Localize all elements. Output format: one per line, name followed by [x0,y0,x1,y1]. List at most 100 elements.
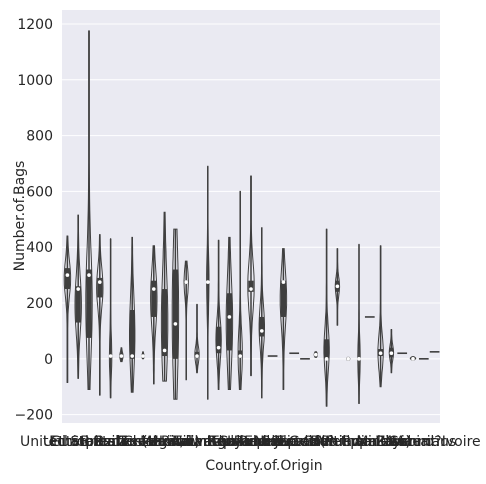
y-tick-label: 400 [26,240,53,256]
violin [171,228,180,400]
violin [237,190,243,390]
violin [247,175,255,377]
violin-median [206,280,210,284]
x-tick-label: Panama [234,434,290,450]
violin-median [152,287,156,291]
violin-box [97,277,103,298]
violin-box [226,293,232,351]
violin [63,235,72,383]
violin-median [411,357,415,361]
violin-median [98,280,102,284]
x-tick-label: Tanzania, United Republic Of [117,434,320,450]
x-tick-label: Guatemala [50,434,127,450]
violin-median [76,287,80,291]
violin-box [151,280,157,317]
violin [258,227,265,399]
x-tick-label: Ecuador [276,434,333,450]
violin [74,214,82,379]
y-tick-label: 1000 [17,73,53,89]
violin [409,356,417,361]
x-tick-label: Mauritius [391,434,456,450]
x-tick-label: Peru [95,434,126,450]
x-tick-label: Japan [274,434,314,450]
violin-median [184,280,188,284]
x-tick-label: Ethiopia [50,434,107,450]
violin-median [238,354,242,358]
violin-box [75,286,81,323]
x-tick-label: Vietnam [319,434,377,450]
violin [85,30,93,390]
violin-median [249,287,253,291]
violin-box [162,289,168,357]
x-tick-labels: United StatesEthiopiaGuatemalaBrazilPeru… [20,434,481,450]
violin-box [172,269,178,359]
violin-median [216,345,221,350]
x-tick-label: Philippines [321,434,396,450]
x-tick-label: Zambia [376,434,429,450]
x-tick-label: Brazil [80,434,119,450]
violin-box [259,316,265,337]
violin [206,165,210,400]
violin-median [173,322,178,326]
x-tick-label: Mexico [140,434,189,450]
violin-median [141,354,145,358]
violin [119,347,124,363]
y-tick-label: 600 [26,184,53,200]
x-tick-label: Taiwan [172,434,221,450]
x-tick-label: Honduras [153,434,220,450]
violin-box [238,350,243,358]
violin [225,236,234,390]
violin-median [260,329,264,333]
violin [160,211,169,382]
x-tick-label: Laos [375,434,407,450]
violin-median [389,351,394,356]
x-tick-label: El Salvador [244,434,323,450]
x-tick-label: Nicaragua [172,434,243,450]
x-tick-label: Rwanda [342,434,398,450]
violin-box [216,326,222,354]
violin-median [314,352,318,357]
violin-median [130,354,134,358]
violin [346,356,351,361]
x-tick-label: China [123,434,163,450]
y-tick-label: 1200 [17,17,53,33]
x-tick-label: United States (Puerto Rico) [221,434,411,450]
x-tick-label: Malawi [356,434,404,450]
y-tick-label: 0 [44,352,53,368]
x-tick-label: Papua New Guinea [207,434,339,450]
violin-median [346,357,351,361]
x-tick-label: Cote d?Ivoire [389,434,481,450]
x-tick-label: Myanmar [380,434,446,450]
violin [313,351,318,358]
violin [357,243,361,404]
x-tick-label: Haiti [310,434,342,450]
violin [141,351,145,360]
x-tick-label: United States [20,434,115,450]
violin-median [195,354,199,358]
violin [183,260,189,381]
x-tick-label: Costa Rica [117,434,191,450]
y-tick-labels: −200 0 200 400 600 800 1000 1200 [15,17,53,424]
violin-median [162,348,167,353]
violin-median [65,273,70,277]
violin-median [108,354,113,358]
y-tick-label: 800 [26,129,53,145]
violin-median [335,284,340,289]
violin [150,245,158,385]
violin-median [357,357,361,361]
x-tick-label: United States (Hawaii) [43,434,200,450]
violin [215,239,222,390]
violin-box [86,269,92,338]
violin-median [281,280,286,284]
violin-box [280,280,286,317]
violin-median [378,351,383,356]
violin [194,303,200,374]
violin [129,236,136,393]
violin-median [324,357,329,361]
y-tick-label: −200 [15,408,53,424]
violin [388,329,395,374]
violin-median [119,354,124,358]
violin [323,228,330,407]
violin [334,248,341,326]
violin [96,234,104,396]
